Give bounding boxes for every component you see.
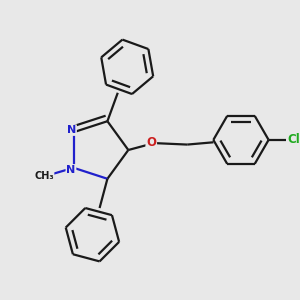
Text: N: N (66, 165, 76, 175)
Text: O: O (146, 136, 156, 149)
Text: N: N (67, 125, 76, 135)
Text: Cl: Cl (287, 134, 300, 146)
Text: CH₃: CH₃ (34, 171, 54, 181)
